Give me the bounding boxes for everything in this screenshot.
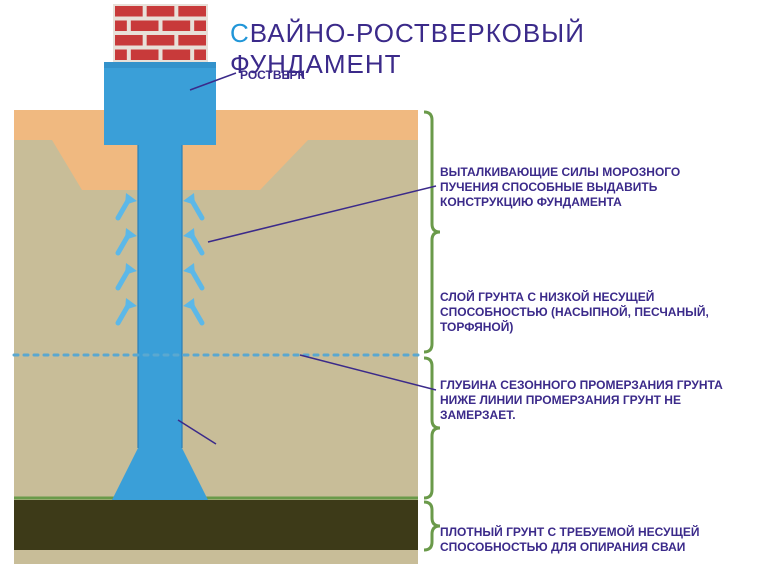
foundation-diagram [0, 0, 757, 564]
